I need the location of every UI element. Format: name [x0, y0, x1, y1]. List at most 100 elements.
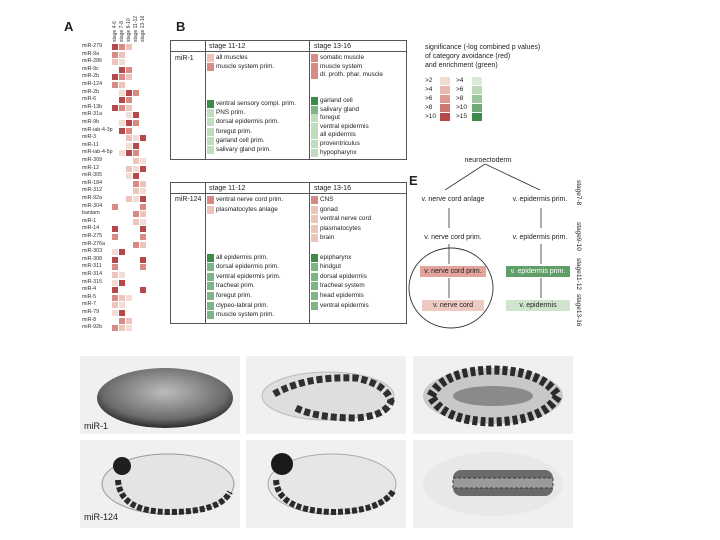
legend-red-label: >4: [425, 86, 433, 93]
tissue-term: foregut prim.: [216, 127, 252, 135]
legend-green-label: >8: [456, 95, 464, 102]
heatmap-cell: [126, 294, 132, 301]
stage-header: stage 13-16: [140, 15, 146, 42]
significance-swatch: [311, 196, 318, 204]
mirna-name: miR-9b: [82, 119, 100, 125]
tissue-term: gonad: [320, 205, 338, 213]
heatmap-cell: [119, 317, 125, 324]
tissue-term: dorsal epidermis prim.: [216, 118, 279, 126]
heatmap-cell: [126, 112, 132, 119]
significance-swatch: [311, 71, 318, 80]
mirna-name: miR-9c: [82, 65, 99, 72]
heatmap-cell: [140, 264, 146, 271]
embryo-c1-body: [97, 368, 233, 428]
heatmap-cell: [133, 196, 139, 202]
mirna-name: miR-305: [82, 172, 103, 179]
significance-swatch: [207, 54, 214, 62]
tissue-term: clypeo-labral prim.: [216, 301, 269, 309]
heatmap-cell: [126, 74, 132, 81]
mir124-divider-a: [205, 183, 206, 323]
heatmap-cell: [133, 211, 139, 218]
legend-green-swatch: [472, 95, 482, 103]
embryo-d1: [101, 453, 235, 516]
significance-swatch: [311, 205, 318, 214]
heatmap-cell: [133, 180, 139, 187]
tissue-term: ventral epidermis: [320, 122, 369, 130]
mirna-name: bantam: [82, 210, 100, 217]
significance-swatch: [207, 63, 214, 72]
legend-red-swatch: [440, 86, 450, 94]
significance-swatch: [207, 109, 214, 118]
significance-swatch: [207, 100, 214, 108]
tissue-term: muscle system: [320, 62, 363, 70]
legend-red-label: >6: [425, 95, 433, 102]
heatmap-cell: [112, 44, 118, 50]
heatmap-cell: [126, 150, 132, 157]
heatmap-cell: [126, 173, 132, 180]
tissue-term: PNS prim.: [216, 109, 246, 117]
significance-swatch: [311, 122, 318, 131]
heatmap-cell: [126, 120, 132, 126]
mirna-name: miR-13b: [82, 103, 103, 110]
significance-swatch: [311, 148, 318, 157]
heatmap-cell: [126, 44, 132, 50]
mirna-name: miR-2b: [82, 88, 100, 95]
mirna-name: miR-124: [82, 81, 103, 87]
significance-swatch: [311, 301, 318, 310]
embryo-c1: [97, 368, 233, 428]
embryo-c2: [261, 371, 395, 422]
heatmap-cell: [140, 165, 146, 172]
heatmap-cell: [133, 89, 139, 96]
significance-swatch: [207, 253, 214, 262]
significance-swatch: [311, 253, 318, 262]
legend-green-swatch: [472, 77, 482, 85]
tissue-term: dl. proth. phar. muscle: [320, 71, 383, 79]
panel-b-label: B: [176, 19, 186, 34]
heatmap-cell: [126, 196, 132, 202]
heatmap-cell: [126, 325, 132, 332]
node-ve-prim-3: v. epidermis prim.: [506, 266, 570, 277]
lineage-diagram: [408, 163, 542, 329]
edge-top-right: [484, 163, 541, 191]
mirna-name: miR-304: [82, 202, 103, 209]
heatmap-cell: [133, 112, 139, 119]
stage-header: stage 7-8: [119, 21, 125, 42]
heatmap-cell: [112, 310, 118, 316]
mirna-name: miR-8: [82, 316, 97, 323]
mirna-name: miR-311: [82, 263, 102, 270]
legend-red-swatch: [440, 113, 450, 121]
tissue-term: muscle system prim.: [216, 311, 275, 319]
significance-swatch: [311, 54, 318, 62]
embryo-d3: [423, 452, 563, 516]
tissue-term: all muscles: [216, 54, 248, 61]
stage-header: stage 4-6: [112, 21, 118, 42]
mir1-col2: stage 13-16: [314, 43, 351, 50]
mirna-name: miR-6: [82, 96, 97, 103]
mirna-name: miR-11: [82, 141, 99, 148]
significance-swatch: [207, 118, 214, 127]
mirna-name: miR-9a: [82, 50, 100, 57]
significance-swatch: [311, 62, 318, 71]
mirna-name: miR-184: [82, 179, 103, 186]
significance-swatch: [207, 127, 214, 136]
tissue-term: garland cell: [320, 97, 353, 104]
heatmap-cell: [112, 279, 118, 286]
heatmap-cell: [119, 272, 125, 278]
mirna-name: miR-312: [82, 187, 103, 194]
caption-mir124: miR-124: [84, 512, 119, 522]
heatmap-cell: [119, 51, 125, 58]
mir124-col2: stage 13-16: [314, 185, 351, 192]
mirna-name: miR-92a: [82, 195, 103, 201]
mirna-name: miR-iab-4-5p: [82, 149, 113, 156]
heatmap-cell: [133, 241, 139, 248]
stage-label: stage9-10: [575, 222, 582, 251]
heatmap-cell: [112, 264, 118, 271]
mirna-name: miR-2b: [82, 73, 100, 80]
heatmap-cell: [133, 173, 139, 180]
heatmap-cell: [119, 279, 125, 286]
legend-red-label: >8: [425, 104, 433, 111]
heatmap-cell: [119, 310, 125, 316]
tissue-term: plasmatocytes: [320, 224, 361, 232]
heatmap-cell: [140, 203, 146, 210]
mirna-name: miR-92b: [82, 324, 103, 331]
